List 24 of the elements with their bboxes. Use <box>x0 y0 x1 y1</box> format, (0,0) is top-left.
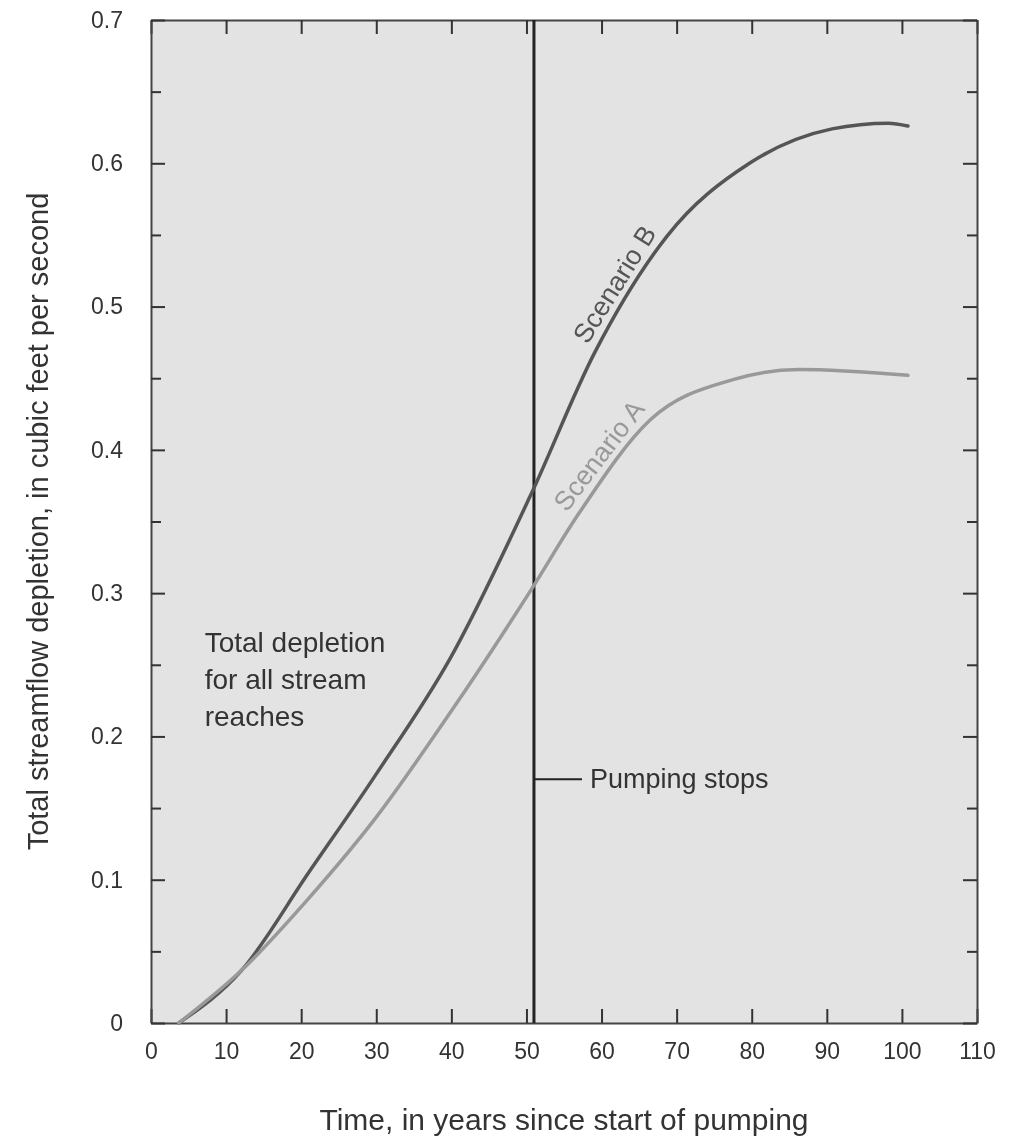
y-axis-title: Total streamflow depletion, in cubic feet per second <box>22 192 54 851</box>
x-tick-label: 100 <box>883 1038 922 1065</box>
y-tick-label: 0.1 <box>91 866 123 893</box>
y-tick-label: 0.2 <box>91 723 123 750</box>
y-tick-label: 0.4 <box>91 436 124 463</box>
x-tick-label: 10 <box>213 1038 240 1065</box>
y-tick-label: 0.5 <box>91 293 123 320</box>
x-tick-label: 110 <box>959 1038 996 1065</box>
x-tick-label: 30 <box>363 1038 390 1065</box>
y-tick-label: 0.6 <box>91 150 123 177</box>
x-tick-label: 80 <box>739 1038 766 1065</box>
y-tick-label: 0 <box>110 1009 123 1036</box>
x-tick-label: 70 <box>664 1038 690 1065</box>
x-tick-label: 40 <box>439 1038 465 1065</box>
y-tick-label: 0.3 <box>91 580 123 606</box>
x-tick-label: 20 <box>288 1038 315 1065</box>
x-tick-label: 60 <box>589 1038 615 1065</box>
ref-line-label: Pumping stops <box>589 764 769 795</box>
y-tick-label: 0.7 <box>91 6 123 33</box>
x-axis-title: Time, in years since start of pumping <box>319 1103 809 1136</box>
x-tick-label: 90 <box>814 1038 841 1065</box>
x-tick-label: 50 <box>514 1038 540 1065</box>
x-tick-label: 0 <box>145 1038 158 1065</box>
annotation: Total depletion for all stream reaches <box>204 626 386 732</box>
